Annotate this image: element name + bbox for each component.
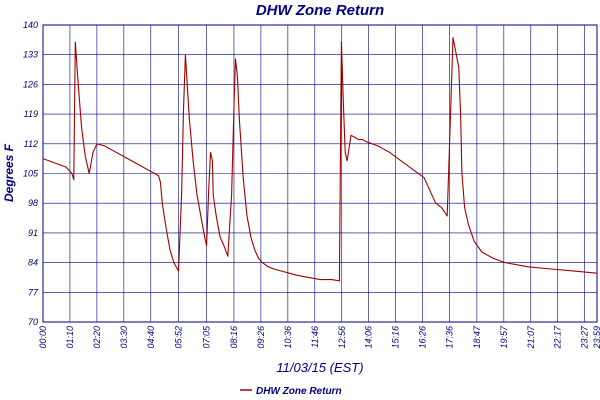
- x-tick-label: 05:52: [174, 326, 184, 349]
- plot-area-border: [42, 24, 598, 323]
- y-tick-label: 84: [28, 258, 38, 268]
- y-tick-label: 119: [24, 109, 38, 119]
- x-tick-label: 17:36: [445, 326, 455, 349]
- chart-title: DHW Zone Return: [256, 2, 384, 19]
- x-tick-label: 16:26: [418, 326, 428, 349]
- plot-grid: [43, 25, 597, 322]
- x-tick-label: 21:07: [526, 325, 536, 350]
- x-axis-label: 11/03/15 (EST): [276, 360, 363, 375]
- x-tick-label: 01:10: [65, 326, 75, 349]
- x-tick-label: 07:05: [202, 325, 212, 349]
- x-tick-label: 00:00: [38, 326, 48, 349]
- legend-label: DHW Zone Return: [256, 386, 342, 397]
- y-axis-ticks: 70 77 84 91 98 105 112 119 126 133 140: [23, 20, 39, 327]
- series-line: [42, 37, 598, 282]
- x-tick-label: 08:16: [229, 326, 239, 349]
- y-tick-label: 98: [28, 198, 38, 208]
- legend: DHW Zone Return: [240, 386, 342, 397]
- y-axis-label: Degrees F: [2, 143, 16, 202]
- x-tick-label: 09:26: [256, 326, 266, 349]
- x-tick-label: 10:36: [283, 326, 293, 349]
- x-axis-ticks: 00:00 01:10 02:20 03:30 04:40 05:52 07:05 08:16…: [38, 325, 600, 350]
- series-group: [42, 37, 598, 282]
- x-tick-label: 23:59: [592, 326, 600, 350]
- x-tick-label: 15:16: [391, 326, 401, 349]
- y-tick-label: 140: [23, 20, 38, 30]
- x-tick-label: 23:27: [580, 325, 590, 350]
- y-tick-label: 91: [28, 228, 38, 238]
- y-tick-label: 77: [28, 287, 39, 297]
- x-tick-label: 04:40: [146, 326, 156, 349]
- y-tick-label: 105: [23, 169, 39, 179]
- y-tick-label: 133: [23, 50, 38, 60]
- y-tick-label: 112: [24, 139, 38, 149]
- x-tick-label: 03:30: [119, 326, 129, 349]
- x-tick-label: 22:17: [553, 325, 563, 350]
- x-tick-label: 19:57: [499, 325, 509, 349]
- y-tick-label: 70: [28, 317, 38, 327]
- x-tick-label: 02:20: [92, 326, 102, 349]
- x-tick-label: 12:56: [337, 326, 347, 349]
- x-tick-label: 11:46: [310, 326, 320, 348]
- x-tick-label: 14:06: [364, 326, 374, 349]
- y-tick-label: 126: [23, 79, 38, 89]
- x-tick-label: 18:47: [472, 325, 482, 349]
